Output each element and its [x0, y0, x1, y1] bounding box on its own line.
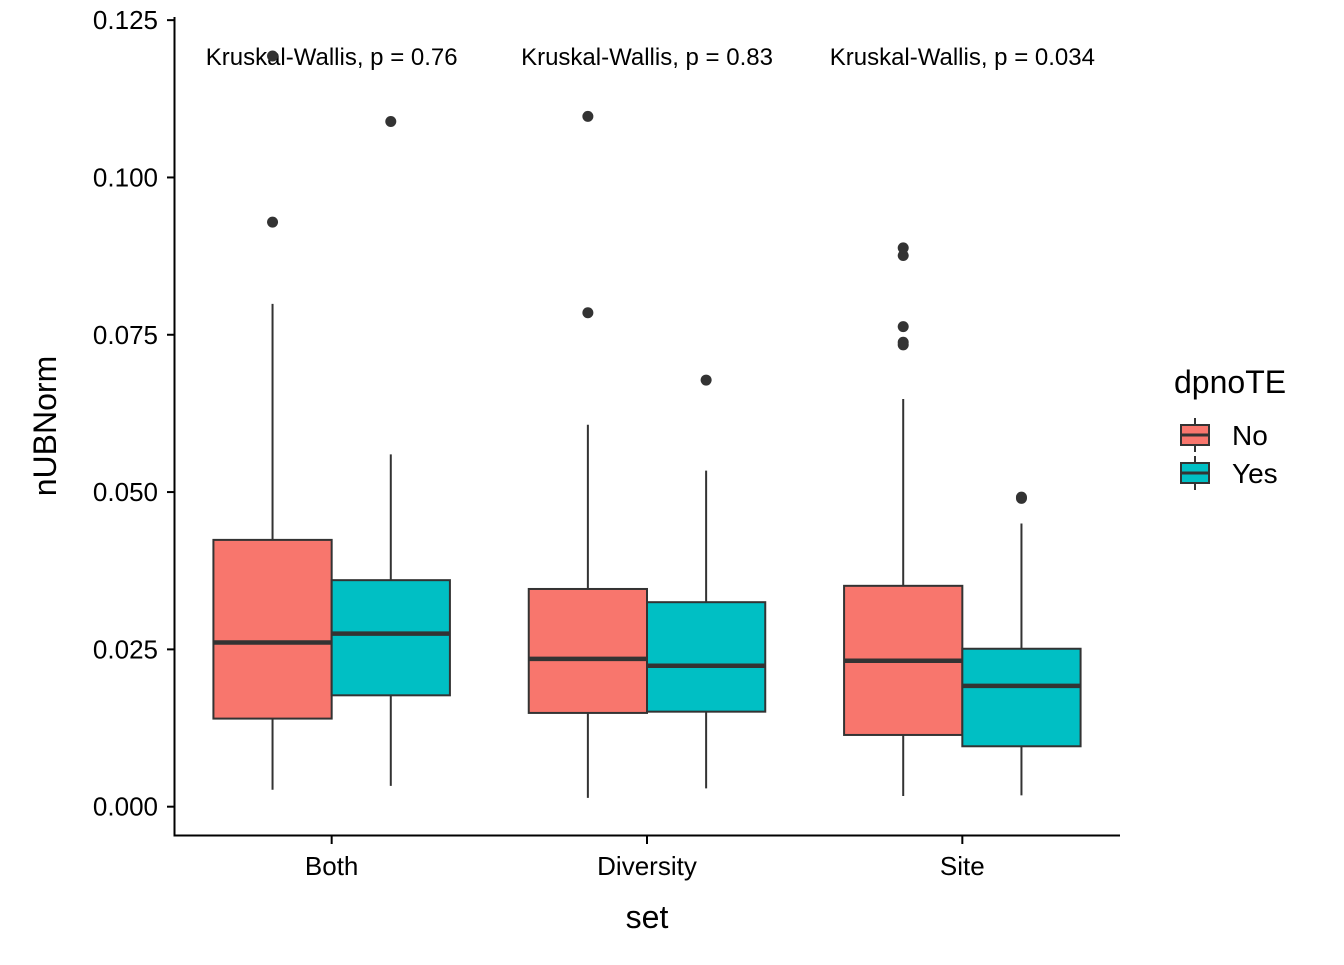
box-site-yes	[961, 491, 1082, 796]
outlier-point	[582, 307, 594, 319]
box-iqr	[646, 601, 767, 713]
outlier-point	[385, 115, 397, 127]
outlier-point	[267, 50, 279, 62]
x-tick-label: Both	[305, 851, 359, 881]
legend-key-yes	[1180, 456, 1210, 490]
x-axis-title: set	[626, 899, 669, 935]
y-tick-label: 0.075	[93, 320, 158, 350]
box-iqr	[212, 538, 333, 720]
y-tick-label: 0.050	[93, 477, 158, 507]
outlier-point	[897, 242, 909, 254]
axes-layer: 0.000 0.025 0.050 0.075 0.100 0.125 Both Divers…	[93, 5, 1120, 881]
box-iqr	[527, 587, 648, 714]
box-both-no	[212, 50, 333, 790]
box-iqr	[330, 579, 451, 697]
box-both-yes	[330, 115, 451, 786]
y-axis-title: nUBNorm	[27, 356, 63, 496]
outlier-point	[267, 216, 279, 228]
y-tick-label: 0.125	[93, 5, 158, 35]
outlier-point	[897, 249, 909, 261]
annotation-kruskal-both: Kruskal-Wallis, p = 0.76	[206, 44, 458, 71]
outlier-point	[700, 374, 712, 386]
outlier-point	[582, 110, 594, 122]
legend-title: dpnoTE	[1174, 364, 1286, 400]
x-tick-label: Diversity	[597, 851, 697, 881]
outlier-point	[897, 336, 909, 348]
outlier-point	[1015, 491, 1027, 503]
boxes-layer	[212, 50, 1082, 798]
legend: dpnoTE No Yes	[1174, 364, 1286, 490]
legend-key-no	[1180, 418, 1210, 452]
box-diversity-no	[527, 110, 648, 798]
box-site-no	[843, 242, 964, 796]
box-iqr	[961, 647, 1082, 748]
outlier-point	[897, 321, 909, 333]
x-tick-label: Site	[940, 851, 985, 881]
annotations-layer: Kruskal-Wallis, p = 0.76 Kruskal-Wallis, …	[206, 44, 1095, 71]
annotation-kruskal-diversity: Kruskal-Wallis, p = 0.83	[521, 44, 773, 71]
legend-label-yes: Yes	[1232, 458, 1278, 489]
y-tick-label: 0.100	[93, 162, 158, 192]
annotation-kruskal-site: Kruskal-Wallis, p = 0.034	[830, 44, 1095, 71]
box-diversity-yes	[646, 374, 767, 789]
y-tick-label: 0.025	[93, 634, 158, 664]
y-tick-label: 0.000	[93, 792, 158, 822]
legend-label-no: No	[1232, 420, 1268, 451]
